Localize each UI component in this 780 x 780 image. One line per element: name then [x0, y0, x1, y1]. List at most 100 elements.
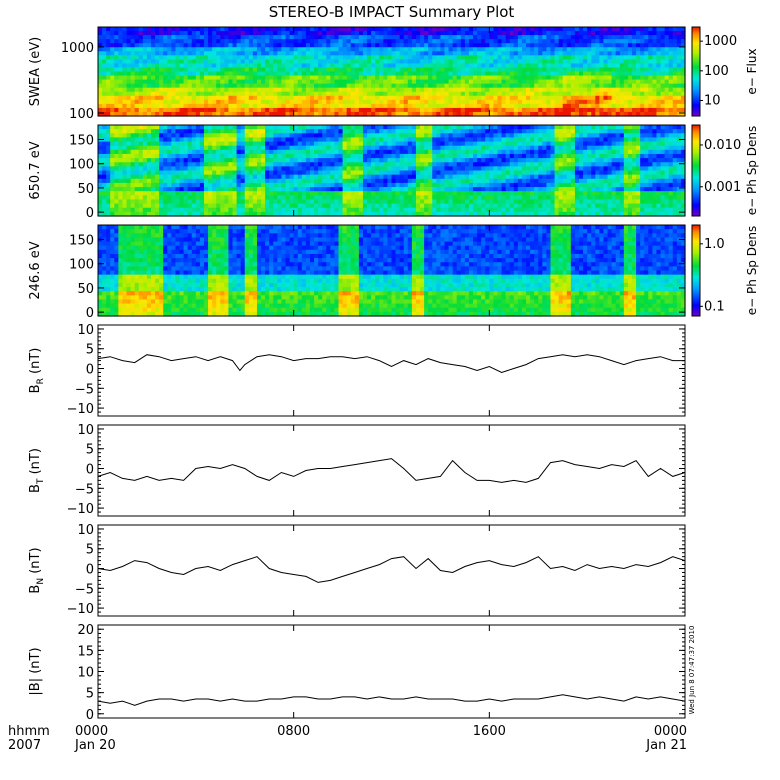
heatmap-cell [187, 107, 193, 113]
heatmap-cell [265, 79, 270, 85]
heatmap-cell [501, 47, 507, 52]
heatmap-cell [513, 63, 519, 69]
heatmap-cell [122, 158, 128, 163]
heatmap-cell [562, 31, 568, 36]
heatmap-cell [407, 187, 413, 192]
heatmap-cell [314, 153, 319, 159]
heatmap-cell [371, 182, 376, 188]
heatmap-cell [199, 133, 205, 139]
heatmap-cell [208, 153, 213, 159]
heatmap-cell [309, 59, 315, 65]
heatmap-cell [179, 191, 185, 196]
heatmap-cell [102, 137, 107, 143]
heatmap-cell [281, 111, 287, 117]
heatmap-cell [574, 107, 580, 113]
heatmap-cell [636, 71, 641, 77]
heatmap-cell [146, 149, 152, 155]
heatmap-cell [391, 153, 397, 159]
heatmap-cell [362, 199, 368, 205]
heatmap-cell [236, 149, 242, 155]
heatmap-cell [546, 55, 552, 60]
heatmap-cell [371, 187, 376, 192]
heatmap-cell [285, 211, 291, 217]
heatmap-cell [256, 83, 262, 89]
heatmap-cell [122, 178, 128, 184]
heatmap-cell [203, 141, 209, 147]
heatmap-cell [354, 67, 360, 73]
heatmap-cell [285, 166, 291, 172]
heatmap-cell [342, 107, 348, 113]
heatmap-cell [261, 141, 266, 147]
heatmap-cell [293, 91, 299, 97]
heatmap-cell [346, 39, 352, 44]
heatmap-cell [354, 51, 360, 56]
heatmap-cell [415, 107, 421, 113]
heatmap-cell [676, 51, 682, 56]
heatmap-cell [216, 203, 221, 209]
heatmap-cell [289, 170, 295, 176]
heatmap-cell [301, 207, 307, 213]
heatmap-cell [293, 95, 299, 101]
heatmap-cell [346, 59, 352, 65]
heatmap-cell [126, 129, 132, 134]
heatmap-cell [138, 107, 144, 113]
heatmap-cell [277, 149, 283, 155]
heatmap-cell [424, 111, 429, 117]
heatmap-cell [277, 207, 283, 213]
heatmap-cell [232, 99, 238, 105]
heatmap-cell [281, 91, 287, 97]
heatmap-cell [395, 35, 401, 40]
heatmap-cell [379, 67, 384, 73]
heatmap-cell [623, 43, 629, 48]
heatmap-cell [256, 137, 262, 143]
heatmap-cell [261, 187, 266, 192]
heatmap-cell [607, 67, 613, 73]
heatmap-cell [420, 39, 425, 44]
heatmap-cell [212, 43, 217, 48]
heatmap-cell [130, 71, 136, 77]
heatmap-cell [574, 75, 580, 81]
heatmap-cell [240, 182, 246, 188]
heatmap-cell [216, 111, 221, 117]
heatmap-cell [354, 182, 360, 188]
heatmap-cell [130, 129, 136, 134]
heatmap-cell [493, 59, 499, 65]
heatmap-cell [395, 166, 401, 172]
heatmap-cell [530, 55, 535, 60]
heatmap-cell [460, 59, 466, 65]
heatmap-cell [534, 87, 539, 93]
heatmap-cell [216, 153, 221, 159]
heatmap-cell [350, 79, 356, 85]
heatmap-cell [554, 47, 560, 52]
heatmap-cell [106, 83, 111, 89]
heatmap-cell [346, 178, 352, 184]
heatmap-cell [424, 182, 429, 188]
heatmap-cell [122, 195, 128, 201]
heatmap-cell [464, 43, 470, 48]
heatmap-cell [236, 158, 242, 163]
heatmap-cell [297, 170, 303, 176]
heatmap-cell [517, 51, 523, 56]
heatmap-cell [440, 83, 446, 89]
heatmap-cell [289, 27, 295, 32]
heatmap-cell [199, 71, 205, 77]
heatmap-cell [163, 47, 168, 52]
heatmap-cell [191, 111, 197, 117]
heatmap-cell [314, 99, 319, 105]
heatmap-cell [570, 79, 576, 85]
heatmap-cell [371, 59, 376, 65]
heatmap-cell [468, 83, 474, 89]
heatmap-cell [444, 79, 450, 85]
heatmap-cell [640, 107, 645, 113]
heatmap-cell [379, 199, 384, 205]
heatmap-cell [554, 91, 560, 97]
heatmap-cell [305, 162, 311, 167]
heatmap-cell [244, 211, 250, 217]
heatmap-cell [570, 111, 576, 117]
heatmap-cell [228, 83, 234, 89]
heatmap-cell [199, 91, 205, 97]
heatmap-cell [293, 195, 299, 201]
heatmap-cell [623, 59, 629, 65]
heatmap-cell [395, 95, 401, 101]
heatmap-cell [395, 55, 401, 60]
